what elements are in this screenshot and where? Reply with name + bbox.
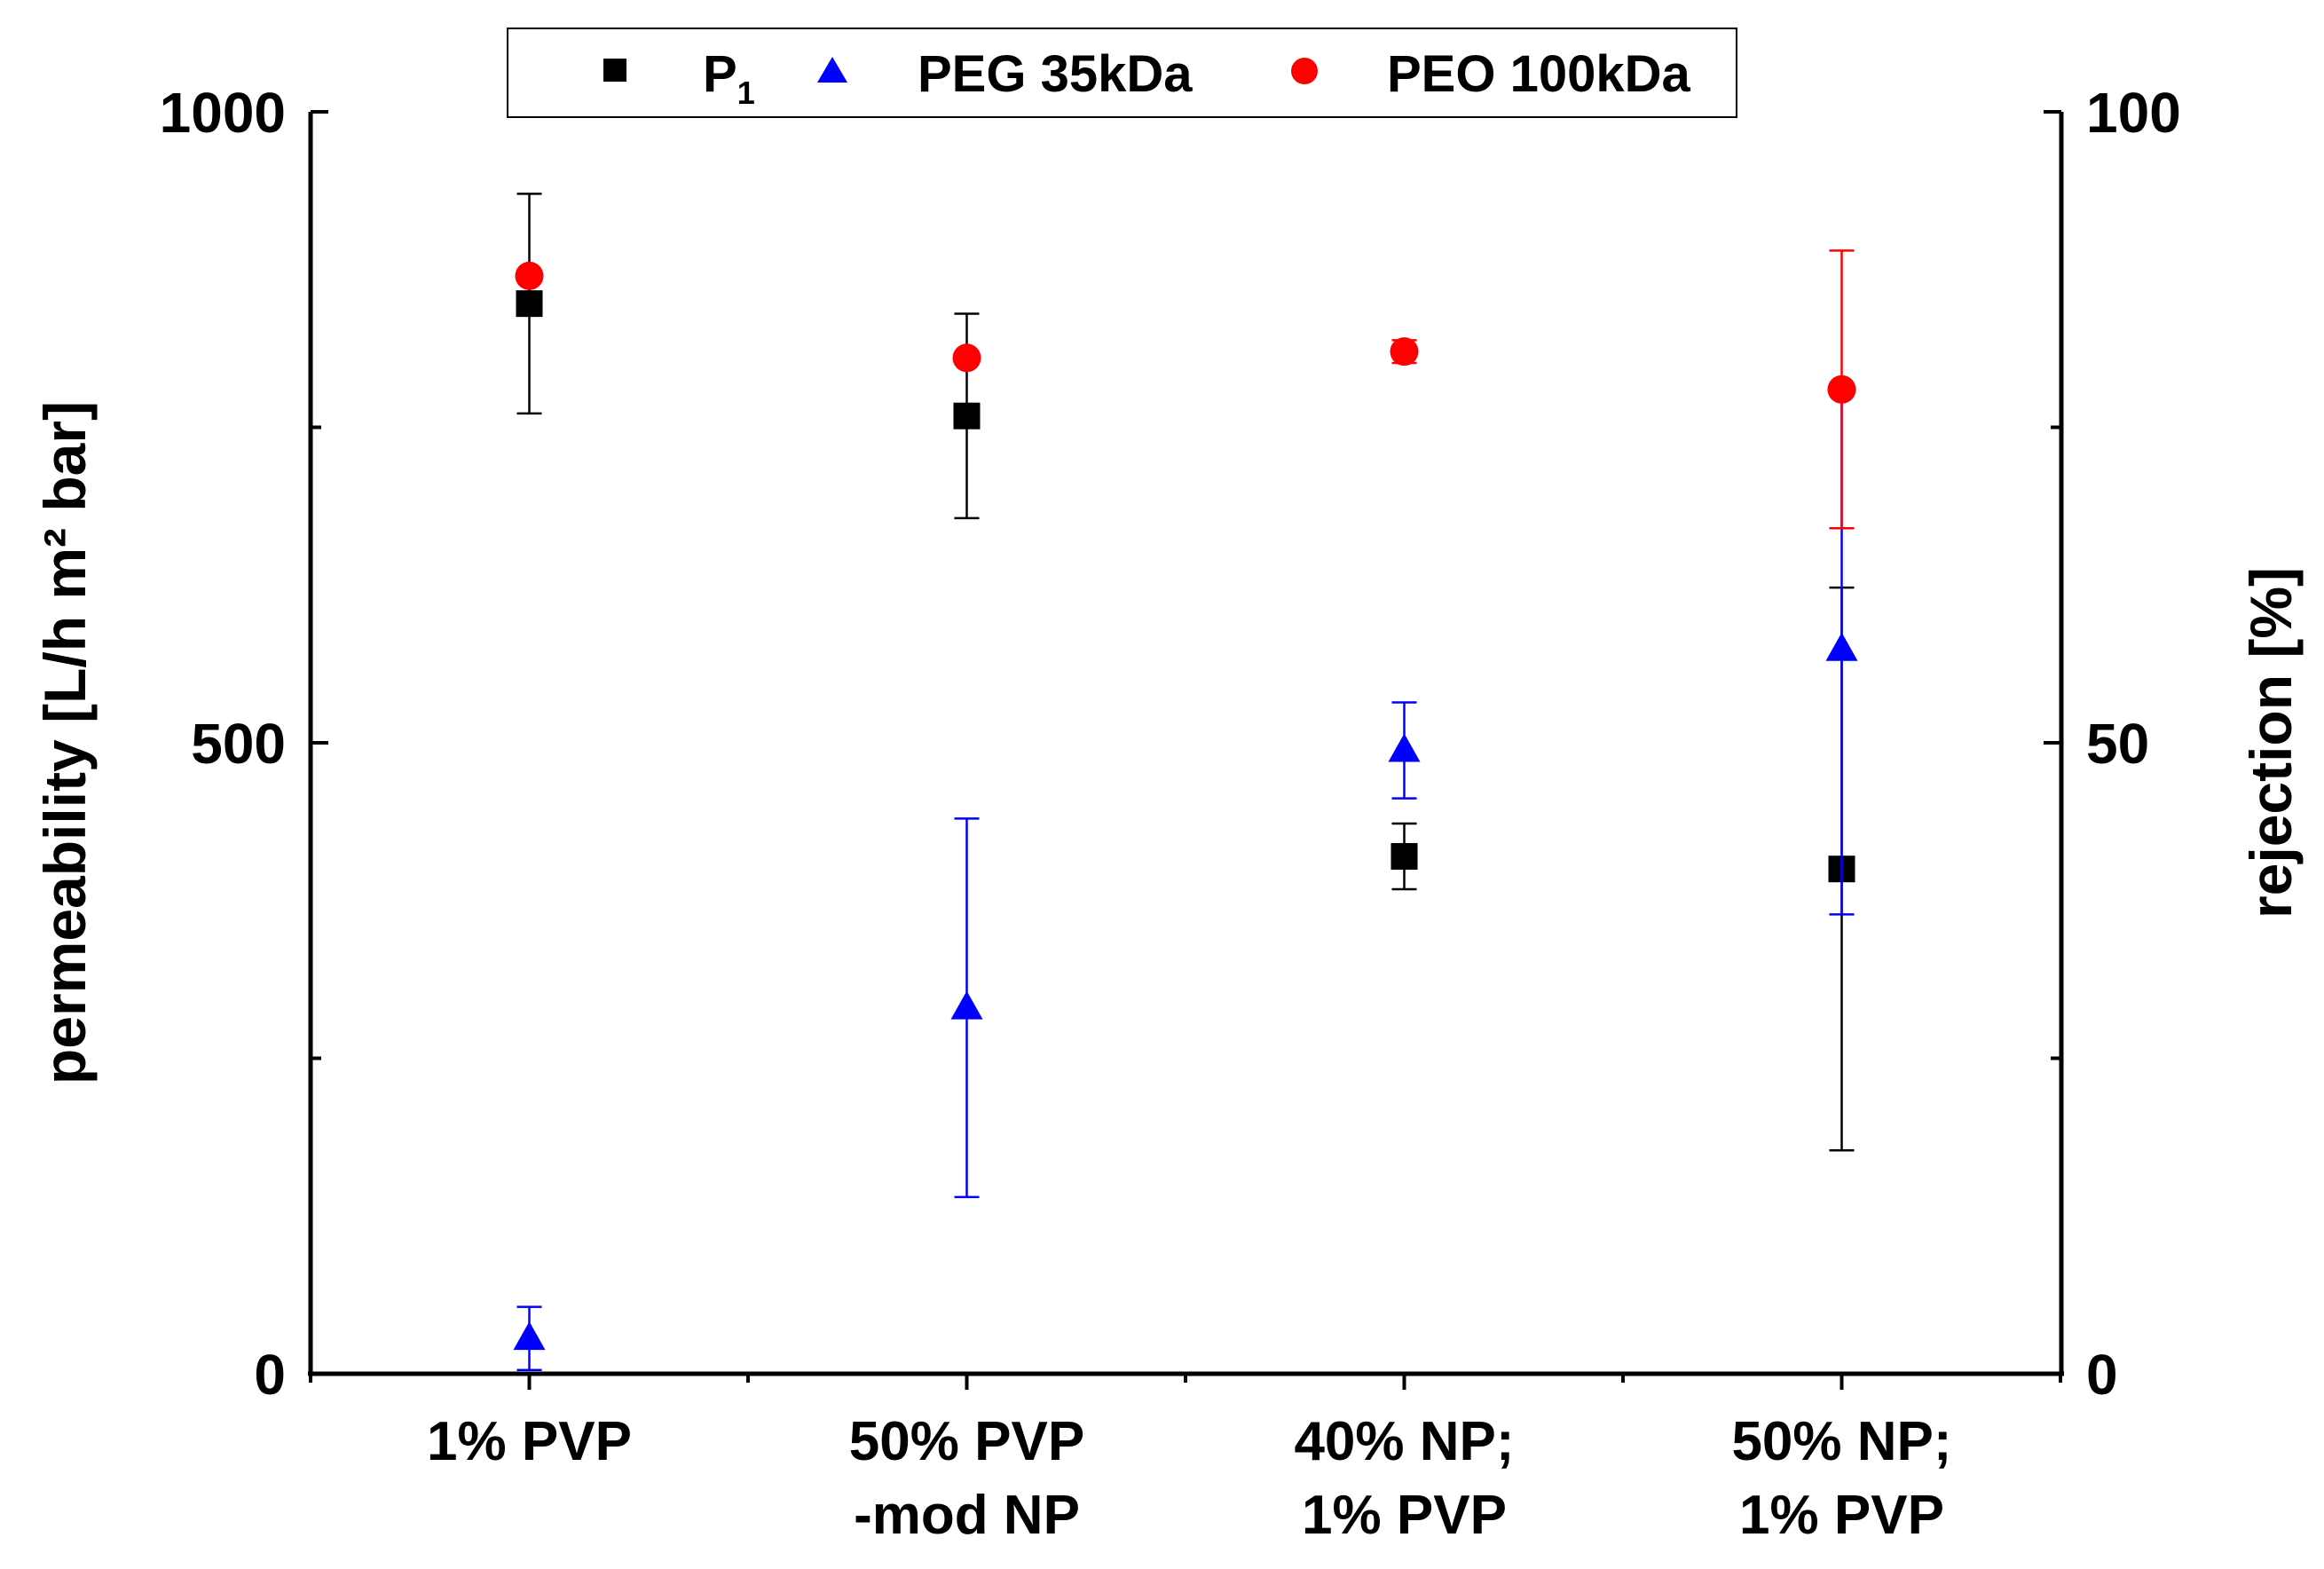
category-label: 1% PVP xyxy=(427,1411,632,1472)
category-label-line: 1% PVP xyxy=(427,1411,632,1472)
point-peg xyxy=(950,990,983,1020)
point-p1 xyxy=(953,402,981,430)
point-peo xyxy=(515,261,544,290)
legend-marker-p1 xyxy=(603,59,626,82)
right-tick-label: 0 xyxy=(2086,1343,2118,1407)
legend-marker-peo xyxy=(1291,58,1318,84)
legend: P1 PEG 35kDa PEO 100kDa xyxy=(507,28,1737,118)
left-tick-label: 500 xyxy=(191,712,286,776)
category-label-line: 40% NP; xyxy=(1294,1411,1514,1472)
point-peo xyxy=(952,343,981,373)
category-label-line: 1% PVP xyxy=(1739,1485,1944,1546)
legend-marker-peg xyxy=(817,57,847,83)
category-label-line: 50% NP; xyxy=(1731,1411,1951,1472)
legend-box xyxy=(507,28,1737,118)
category-label-line: -mod NP xyxy=(854,1485,1080,1546)
left-tick-label: 0 xyxy=(254,1343,286,1407)
point-peg xyxy=(513,1321,546,1351)
legend-label-peg: PEG 35kDa xyxy=(918,45,1193,103)
right-tick-label: 100 xyxy=(2086,81,2181,145)
category-label-line: 1% PVP xyxy=(1302,1485,1507,1546)
series-layer xyxy=(513,193,1858,1371)
left-tick-labels: 0 500 1000 xyxy=(160,81,286,1407)
right-tick-labels: 0 50 100 xyxy=(2086,81,2181,1407)
point-p1 xyxy=(516,290,543,318)
point-peg xyxy=(1388,733,1421,762)
legend-label-peo: PEO 100kDa xyxy=(1387,45,1691,103)
point-peg xyxy=(1825,632,1858,661)
category-label-line: 50% PVP xyxy=(849,1411,1084,1472)
point-peo xyxy=(1827,375,1856,404)
point-peo xyxy=(1390,337,1419,367)
point-p1 xyxy=(1390,842,1418,870)
right-axis-title: rejection [%] xyxy=(2238,567,2304,919)
left-tick-label: 1000 xyxy=(160,81,286,145)
category-label: 40% NP; 1% PVP xyxy=(1294,1411,1514,1546)
left-axis-title: permeability [L/h m² bar] xyxy=(32,401,98,1084)
category-label: 50% PVP -mod NP xyxy=(849,1411,1084,1546)
legend-label-p1: P1 xyxy=(703,45,755,111)
legend-label-p1-subscript: 1 xyxy=(737,75,755,111)
ticks xyxy=(309,110,2062,1390)
right-tick-label: 50 xyxy=(2086,712,2149,776)
category-label: 50% NP; 1% PVP xyxy=(1731,1411,1951,1546)
axes xyxy=(308,112,2064,1376)
